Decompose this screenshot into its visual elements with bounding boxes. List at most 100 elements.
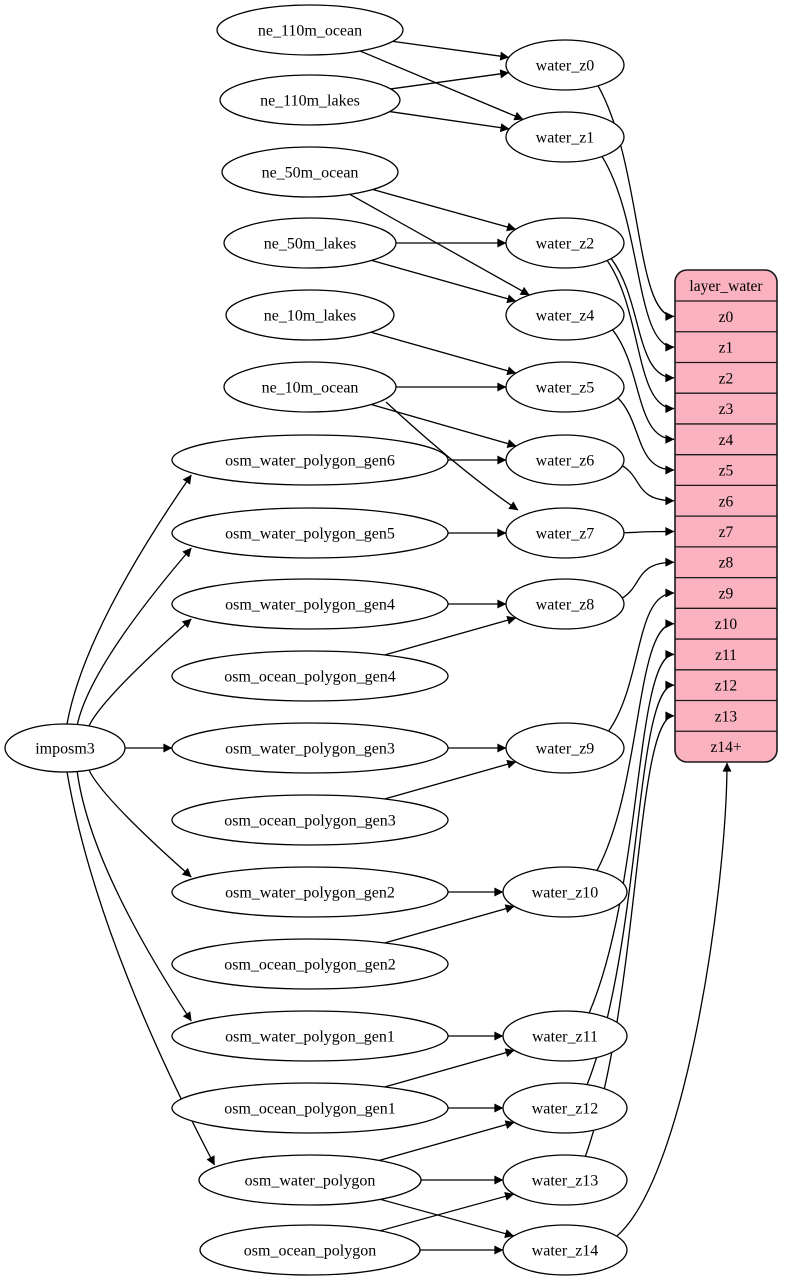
node-label: osm_water_polygon_gen2 [225, 885, 395, 902]
node-water_z8: water_z8 [505, 578, 625, 630]
table-row-label-z8: z8 [719, 555, 734, 572]
node-shape [505, 507, 625, 559]
node-water_z13: water_z13 [502, 1154, 628, 1206]
node-shape [502, 1010, 628, 1062]
edge-ne_110m_ocean-to-water_z1 [359, 50, 524, 121]
table-row-label-z10: z10 [715, 616, 738, 633]
node-label: ne_110m_ocean [258, 23, 362, 40]
node-ne_10m_lakes: ne_10m_lakes [225, 289, 395, 341]
node-osm_ocean_polygon: osm_ocean_polygon [199, 1224, 421, 1276]
edge-water_z1-to-z1 [601, 156, 675, 352]
node-label: water_z12 [532, 1101, 599, 1118]
node-label: osm_ocean_polygon_gen1 [224, 1101, 396, 1118]
edge-ne_50m_ocean-to-water_z2 [372, 188, 517, 232]
node-shape [505, 111, 625, 163]
node-label: ne_10m_ocean [262, 380, 359, 397]
table-row-label-z11: z11 [715, 647, 737, 664]
table-row-label-z12: z12 [715, 678, 737, 695]
node-water_z2: water_z2 [505, 217, 625, 269]
node-osm_ocean_polygon_gen2: osm_ocean_polygon_gen2 [171, 938, 449, 990]
node-water_z4: water_z4 [505, 289, 625, 341]
node-ne_110m_lakes: ne_110m_lakes [219, 74, 401, 126]
edge-water_z4-to-z4 [612, 329, 675, 444]
node-shape [505, 217, 625, 269]
node-shape [171, 434, 449, 486]
node-label: osm_ocean_polygon_gen2 [224, 957, 396, 974]
table-row-label-z5: z5 [719, 463, 734, 480]
edge-osm_water_polygon-to-water_z12 [379, 1120, 515, 1162]
node-label: osm_water_polygon_gen1 [225, 1029, 395, 1046]
table-title: layer_water [689, 278, 763, 295]
edge-imposm3-to-osm_water_polygon_gen2 [86, 764, 192, 878]
edge-ne_50m_ocean-to-water_z4 [349, 193, 530, 296]
table-row-label-z6: z6 [719, 493, 734, 510]
node-shape [4, 723, 126, 773]
node-ne_110m_ocean: ne_110m_ocean [216, 4, 404, 56]
node-shape [221, 146, 399, 198]
edge-ne_50m_lakes-to-water_z4 [371, 259, 517, 304]
layer-water-table: layer_water z0 z1 z2 z3 z4 z5 z6 z7 z8 z9 z10 z11 z12… [674, 269, 778, 763]
node-water_z6: water_z6 [505, 434, 625, 486]
node-shape [171, 866, 449, 918]
node-water_z9: water_z9 [505, 722, 625, 774]
node-shape [502, 1082, 628, 1134]
edges [66, 40, 732, 1255]
node-label: water_z14 [532, 1243, 599, 1260]
edge-imposm3-to-osm_water_polygon_gen1 [76, 769, 192, 1022]
edge-water_z9-to-z9 [608, 588, 675, 732]
edge-imposm3-to-osm_water_polygon_gen4 [86, 618, 192, 732]
node-shape [505, 39, 625, 91]
edge-osm_ocean_polygon-to-water_z13 [379, 1192, 515, 1232]
node-shape [502, 1224, 628, 1276]
edge-water_z7-to-z7 [623, 527, 675, 537]
node-osm_ocean_polygon_gen1: osm_ocean_polygon_gen1 [171, 1082, 449, 1134]
edge-osm_ocean_polygon_gen2-to-water_z10 [384, 904, 515, 944]
table-row-label-z13: z13 [715, 708, 738, 725]
edge-ne_110m_ocean-to-water_z0 [392, 40, 510, 61]
node-shape [171, 794, 449, 846]
node-osm_water_polygon_gen2: osm_water_polygon_gen2 [171, 866, 449, 918]
node-label: water_z13 [532, 1173, 599, 1190]
node-water_z10: water_z10 [502, 866, 628, 918]
table-row-label-z2: z2 [719, 370, 734, 387]
edge-water_z0-to-z0 [597, 85, 675, 321]
table-row-label-z4: z4 [719, 432, 734, 449]
table-row-label-z3: z3 [719, 401, 734, 418]
edge-osm_water_polygon-to-water_z14 [380, 1198, 515, 1238]
node-shape [219, 74, 401, 126]
node-label: ne_50m_lakes [264, 236, 356, 253]
edge-water_z10-to-z10 [596, 619, 675, 871]
edge-osm_ocean_polygon_gen4-to-water_z8 [384, 615, 517, 656]
table-row-label-z1: z1 [719, 340, 734, 357]
node-water_z12: water_z12 [502, 1082, 628, 1134]
node-shape [505, 578, 625, 630]
node-water_z1: water_z1 [505, 111, 625, 163]
edge-ne_10m_ocean-to-water_z7 [385, 401, 519, 511]
edge-osm_ocean_polygon_gen3-to-water_z9 [384, 759, 517, 800]
node-shape [505, 434, 625, 486]
table-row-label-z9: z9 [719, 585, 734, 602]
node-label: osm_ocean_polygon_gen4 [224, 669, 396, 686]
node-shape [223, 361, 397, 413]
node-osm_water_polygon_gen5: osm_water_polygon_gen5 [171, 507, 449, 559]
edge-osm_ocean_polygon_gen1-to-water_z11 [384, 1048, 515, 1088]
node-label: osm_water_polygon_gen5 [225, 526, 395, 543]
node-label: ne_110m_lakes [260, 93, 360, 110]
edge-imposm3-to-osm_water_polygon_gen5 [76, 547, 192, 727]
node-label: imposm3 [35, 741, 95, 758]
node-ne_10m_ocean: ne_10m_ocean [223, 361, 397, 413]
edge-water_z14-to-z14+ [616, 762, 732, 1237]
node-shape [171, 1082, 449, 1134]
node-label: ne_10m_lakes [264, 308, 356, 325]
node-label: osm_water_polygon [245, 1173, 376, 1190]
node-shape [199, 1224, 421, 1276]
node-shape [225, 289, 395, 341]
node-osm_water_polygon_gen1: osm_water_polygon_gen1 [171, 1010, 449, 1062]
node-label: water_z4 [536, 308, 595, 325]
edge-water_z6-to-z6 [622, 465, 675, 506]
node-ne_50m_lakes: ne_50m_lakes [223, 217, 397, 269]
node-water_z5: water_z5 [505, 361, 625, 413]
node-osm_water_polygon_gen4: osm_water_polygon_gen4 [171, 578, 449, 630]
node-label: water_z11 [532, 1029, 598, 1046]
table-row-label-z14+: z14+ [710, 739, 741, 756]
